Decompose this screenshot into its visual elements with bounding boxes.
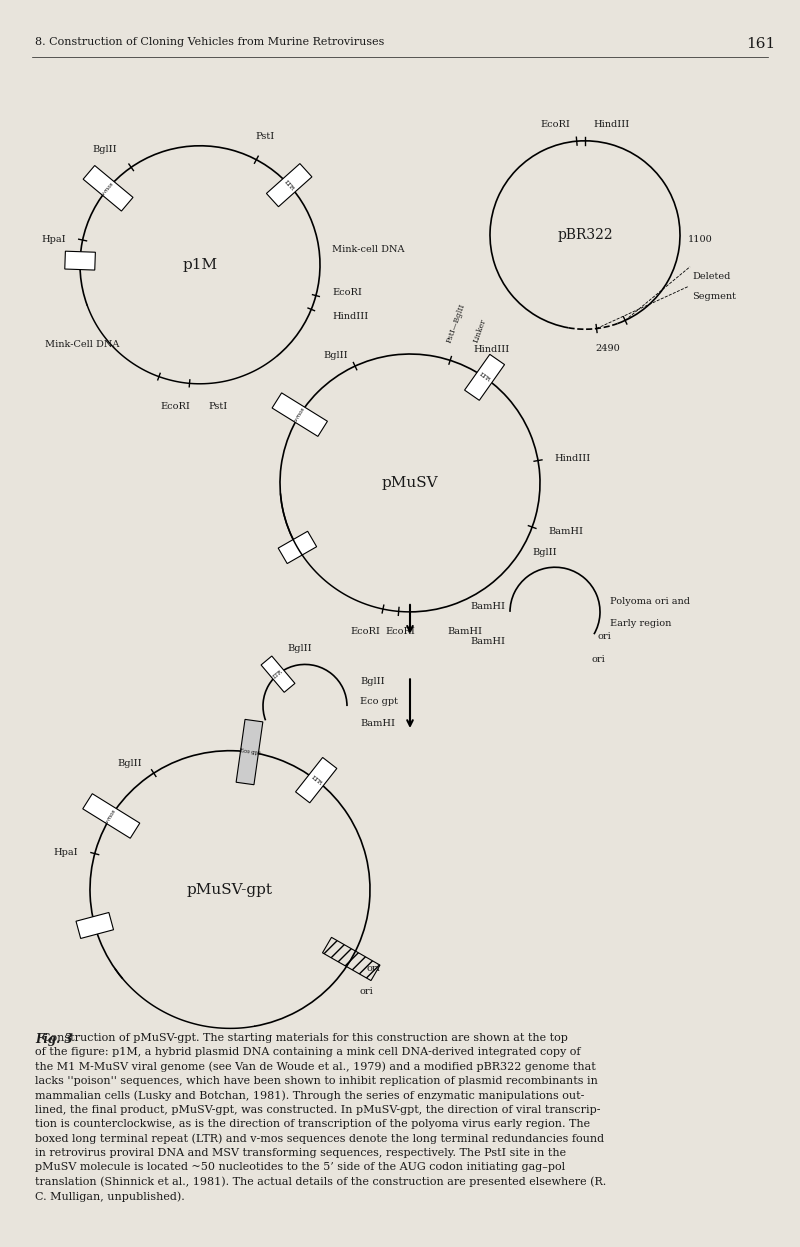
Text: ori: ori <box>592 656 606 665</box>
Text: pBR322: pBR322 <box>557 228 613 242</box>
Text: EcoRI: EcoRI <box>350 627 380 636</box>
Bar <box>272 393 327 436</box>
Text: HindIII: HindIII <box>593 120 630 128</box>
Text: Eco gpt: Eco gpt <box>238 748 261 756</box>
Text: BglII: BglII <box>288 643 312 652</box>
Bar <box>65 251 95 271</box>
Text: BamHI: BamHI <box>470 602 505 611</box>
Text: LTR: LTR <box>283 178 295 192</box>
Bar <box>266 163 312 207</box>
Text: p1M: p1M <box>182 258 218 272</box>
Text: EcoRI: EcoRI <box>160 402 190 410</box>
Text: EcoRI: EcoRI <box>385 627 415 636</box>
Bar <box>76 913 114 939</box>
Text: 1100: 1100 <box>688 236 713 244</box>
Bar <box>236 720 263 784</box>
Text: HindIII: HindIII <box>555 454 591 463</box>
Bar <box>465 354 505 400</box>
Text: 161: 161 <box>746 36 775 51</box>
Text: EcoRI: EcoRI <box>332 288 362 297</box>
Text: 8. Construction of Cloning Vehicles from Murine Retroviruses: 8. Construction of Cloning Vehicles from… <box>35 36 384 46</box>
Text: BglII: BglII <box>118 758 142 768</box>
Text: ori: ori <box>366 964 380 973</box>
Text: BamHI: BamHI <box>470 637 505 646</box>
Text: PstI—BglII: PstI—BglII <box>445 303 466 344</box>
Text: ori: ori <box>360 988 374 996</box>
Text: LTR: LTR <box>310 774 322 786</box>
Bar <box>278 531 317 564</box>
Text: Segment: Segment <box>692 292 736 301</box>
Bar <box>83 166 133 211</box>
Text: BamHI: BamHI <box>447 627 482 636</box>
Text: EcoRI: EcoRI <box>540 120 570 128</box>
Bar <box>295 757 337 803</box>
Text: Deleted: Deleted <box>692 272 730 281</box>
Text: pMuSV-gpt: pMuSV-gpt <box>187 883 273 897</box>
Bar <box>322 938 380 980</box>
Text: PstI: PstI <box>256 132 275 141</box>
Text: Construction of pMuSV-gpt. The starting materials for this construction are show: Construction of pMuSV-gpt. The starting … <box>35 1034 606 1202</box>
Text: HpaI: HpaI <box>42 234 66 243</box>
Text: Early region: Early region <box>610 620 671 628</box>
Text: v-mos: v-mos <box>294 407 306 423</box>
Bar <box>82 793 140 838</box>
Text: Fig. 3: Fig. 3 <box>35 1034 73 1046</box>
Text: BglII: BglII <box>92 146 117 155</box>
Text: PstI: PstI <box>208 402 228 410</box>
Text: BglII: BglII <box>360 677 385 686</box>
Text: HindIII: HindIII <box>332 312 368 320</box>
Text: BglII: BglII <box>533 549 558 557</box>
Text: BamHI: BamHI <box>360 720 395 728</box>
Text: Mink-cell DNA: Mink-cell DNA <box>332 246 405 254</box>
Text: LTR: LTR <box>272 668 284 680</box>
Text: BglII: BglII <box>323 350 348 360</box>
Text: v-mos: v-mos <box>105 808 118 824</box>
Text: HindIII: HindIII <box>474 344 510 353</box>
Text: HpaI: HpaI <box>54 848 78 857</box>
Text: 2490: 2490 <box>595 344 620 353</box>
Text: Eco gpt: Eco gpt <box>360 697 398 706</box>
Text: Polyoma ori and: Polyoma ori and <box>610 597 690 606</box>
Text: pMuSV: pMuSV <box>382 476 438 490</box>
Text: BamHI: BamHI <box>549 526 583 536</box>
Text: ori: ori <box>598 632 611 641</box>
Text: Mink-Cell DNA: Mink-Cell DNA <box>45 339 119 349</box>
Bar <box>261 656 295 692</box>
Text: v-mos: v-mos <box>101 181 115 196</box>
Text: LTR: LTR <box>478 372 491 383</box>
Text: Linker: Linker <box>472 318 488 344</box>
